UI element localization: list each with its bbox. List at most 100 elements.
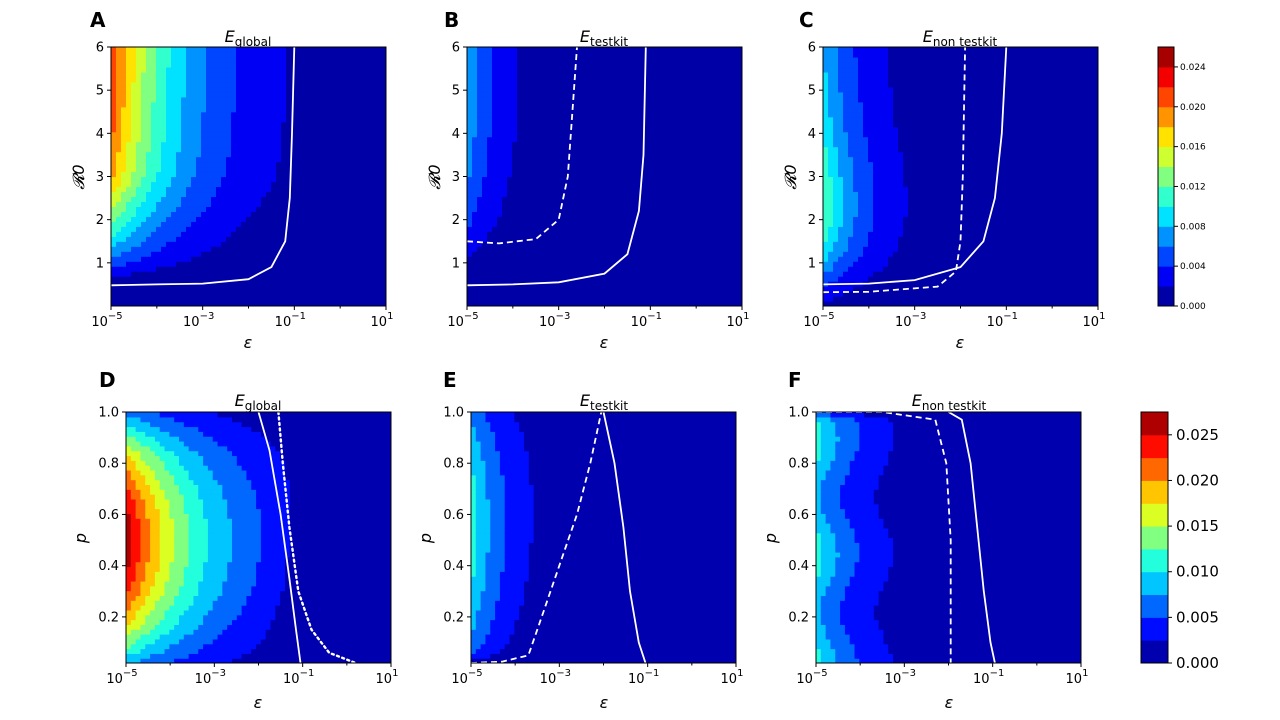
panel-b-cell (592, 251, 598, 257)
panel-b-cell (482, 196, 488, 202)
panel-a-cell (331, 131, 337, 138)
panel-a-cell (141, 291, 147, 297)
panel-b-cell (652, 296, 658, 302)
panel-a-cell (151, 196, 157, 202)
panel-b-cell (617, 146, 623, 153)
panel-a-cell (286, 276, 292, 282)
panel-a-cell (166, 246, 172, 252)
panel-a-cell (161, 231, 167, 237)
panel-b-cell (497, 256, 503, 262)
panel-b-cell (602, 171, 608, 178)
panel-a-cell (331, 226, 337, 232)
panel-b-cell (492, 251, 498, 257)
panel-a-cell (366, 106, 372, 113)
panel-b-cell (617, 141, 623, 148)
panel-b-cell (652, 271, 658, 277)
panel-a-cell (261, 281, 267, 287)
panel-a-cell (321, 51, 327, 58)
panel-b-cell (502, 141, 508, 148)
panel-a-cell (296, 281, 302, 287)
panel-b-cell (667, 231, 673, 237)
panel-a-cell (281, 146, 287, 153)
panel-a-cell (361, 131, 367, 138)
panel-b-cell (547, 71, 553, 78)
panel-b-cell (647, 96, 653, 103)
panel-a-cell (251, 51, 257, 58)
panel-b-cell (482, 246, 488, 252)
panel-a-cell (351, 141, 357, 148)
panel-a-cell (336, 106, 342, 113)
panel-b-cell (582, 271, 588, 277)
panel-a-cell (316, 126, 322, 133)
panel-b-cell (622, 191, 628, 198)
panel-b-cell (552, 271, 558, 277)
panel-a-cell (156, 196, 162, 202)
panel-b-cell (522, 196, 528, 202)
panel-b-cell (487, 281, 493, 287)
panel-a-cell (196, 81, 202, 88)
panel-a-cell (281, 211, 287, 217)
panel-a-cell (196, 101, 202, 108)
panel-b-cell (507, 221, 513, 227)
panel-a-cell (291, 111, 297, 118)
panel-a-cell (176, 236, 182, 242)
panel-b-cell (637, 66, 643, 73)
panel-a-cell (111, 111, 117, 118)
panel-a-cell (301, 71, 307, 78)
panel-a-cell (146, 47, 152, 53)
panel-a-cell (161, 291, 167, 297)
panel-a-cell (151, 76, 157, 83)
panel-a-cell (116, 281, 122, 287)
panel-b-cell (492, 246, 498, 252)
panel-a-cell (351, 206, 357, 212)
panel-a-cell (326, 156, 332, 163)
panel-a-cell (121, 91, 127, 98)
panel-a-cell (141, 236, 147, 242)
panel-a-cell (171, 261, 177, 267)
panel-b-cell (662, 96, 668, 103)
panel-b-cell (502, 166, 508, 173)
panel-a-cell (221, 131, 227, 138)
panel-a-cell (361, 136, 367, 143)
panel-b-cell (517, 251, 523, 257)
panel-b-cell (487, 276, 493, 282)
panel-a-cell (181, 216, 187, 222)
panel-b-cell (592, 271, 598, 277)
panel-a-cell (126, 101, 132, 108)
panel-a-cell (361, 241, 367, 247)
panel-a-cell (156, 81, 162, 88)
panel-a-cell (146, 261, 152, 267)
panel-b-cell (537, 86, 543, 93)
panel-b-cell (522, 76, 528, 83)
panel-a-cell (356, 156, 362, 163)
panel-a-cell (341, 156, 347, 163)
panel-b-cell (487, 221, 493, 227)
panel-a-cell (251, 281, 257, 287)
panel-b-cell (522, 171, 528, 178)
panel-a-cell (121, 56, 127, 63)
panel-a-cell (241, 141, 247, 148)
panel-b-cell (532, 271, 538, 277)
panel-b-cell (657, 236, 663, 242)
panel-b-cell (482, 116, 488, 123)
panel-a-cell (166, 71, 172, 78)
panel-b-cell (537, 186, 543, 193)
panel-b-cell (602, 81, 608, 88)
panel-b-cell (662, 246, 668, 252)
panel-b-cell (657, 61, 663, 68)
panel-b-cell (607, 211, 613, 217)
panel-a-cell (251, 166, 257, 173)
panel-a-cell (136, 286, 142, 292)
panel-a-cell (156, 261, 162, 267)
panel-a-cell (286, 106, 292, 113)
panel-b-cell (627, 186, 633, 193)
panel-a-cell (246, 296, 252, 302)
panel-a-cell (166, 286, 172, 292)
panel-b-cell (567, 286, 573, 292)
panel-b-cell (652, 226, 658, 232)
panel-a-cell (136, 47, 142, 53)
panel-a-cell (271, 266, 277, 272)
panel-a-cell (336, 191, 342, 198)
panel-b-cell (592, 296, 598, 302)
panel-b-cell (472, 51, 478, 58)
